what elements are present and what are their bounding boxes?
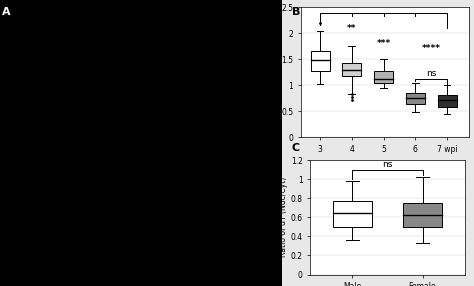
Text: ****: **** — [422, 44, 441, 53]
Bar — [403, 203, 442, 227]
Text: A: A — [2, 7, 11, 17]
Text: **: ** — [347, 24, 356, 33]
Y-axis label: Ratio of dT (Nuc/Cyt): Ratio of dT (Nuc/Cyt) — [269, 32, 278, 112]
Bar — [342, 63, 361, 76]
Text: ns: ns — [426, 69, 437, 78]
Text: ***: *** — [376, 39, 391, 48]
Bar — [333, 201, 372, 227]
Y-axis label: Ratio of dT (Nuc/Cyt): Ratio of dT (Nuc/Cyt) — [279, 177, 288, 257]
Bar — [374, 71, 393, 83]
Text: B: B — [292, 7, 300, 17]
Bar — [310, 51, 329, 71]
Text: C: C — [292, 143, 300, 153]
Bar — [406, 93, 425, 104]
Bar — [438, 95, 456, 107]
Text: ns: ns — [383, 160, 392, 169]
